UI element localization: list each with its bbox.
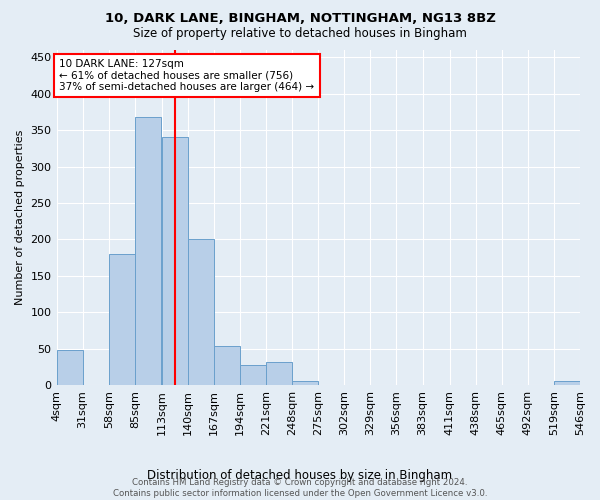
Text: Contains HM Land Registry data © Crown copyright and database right 2024.
Contai: Contains HM Land Registry data © Crown c… — [113, 478, 487, 498]
Bar — [292, 382, 318, 385]
Y-axis label: Number of detached properties: Number of detached properties — [15, 130, 25, 305]
Text: Distribution of detached houses by size in Bingham: Distribution of detached houses by size … — [148, 468, 452, 481]
Text: Size of property relative to detached houses in Bingham: Size of property relative to detached ho… — [133, 28, 467, 40]
Text: 10, DARK LANE, BINGHAM, NOTTINGHAM, NG13 8BZ: 10, DARK LANE, BINGHAM, NOTTINGHAM, NG13… — [104, 12, 496, 26]
Bar — [188, 240, 214, 385]
Bar — [56, 350, 83, 385]
Text: 10 DARK LANE: 127sqm
← 61% of detached houses are smaller (756)
37% of semi-deta: 10 DARK LANE: 127sqm ← 61% of detached h… — [59, 58, 314, 92]
Bar — [109, 254, 135, 385]
Bar — [266, 362, 292, 385]
Bar — [214, 346, 240, 385]
Bar — [240, 364, 266, 385]
Bar — [135, 117, 161, 385]
Bar — [162, 138, 188, 385]
Bar — [554, 382, 580, 385]
